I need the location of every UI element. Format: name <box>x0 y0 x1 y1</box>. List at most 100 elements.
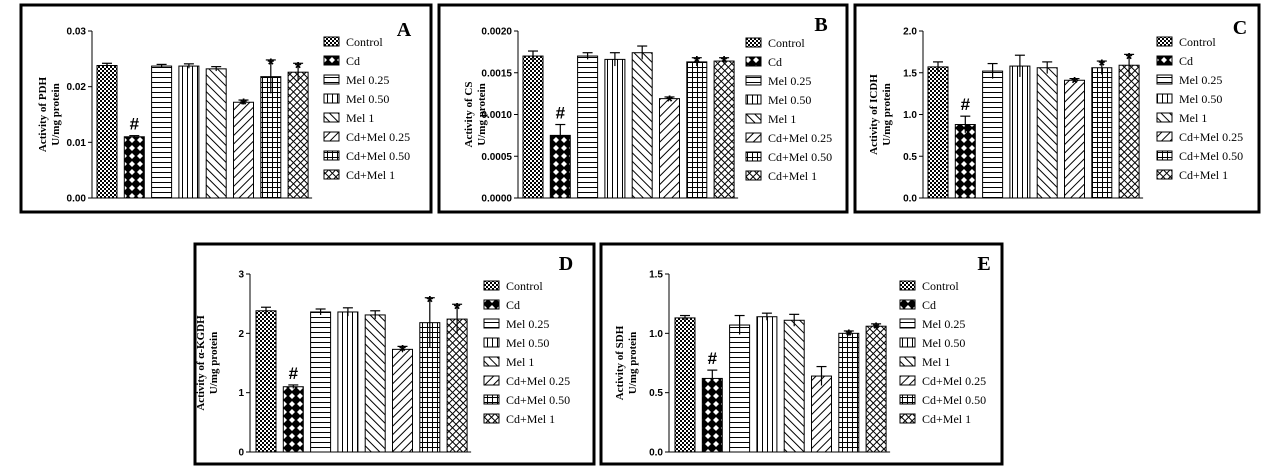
significance-asterisk: * <box>267 55 274 74</box>
bar-8 <box>865 325 887 453</box>
y-tick-label: 0.0010 <box>481 110 512 121</box>
vertical-lines-pattern-icon <box>483 337 500 348</box>
y-axis-label-line1: Activity of α-KGDH <box>195 315 207 411</box>
significance-hash: # <box>130 115 140 134</box>
legend-entry: Cd+Mel 0.25 <box>922 374 986 388</box>
diagonal-lines-pattern-icon <box>899 356 916 367</box>
crosshatch-pattern-icon <box>745 170 762 181</box>
legend-entry: Cd+Mel 1 <box>346 168 395 182</box>
legend-entry: Cd+Mel 0.50 <box>922 393 986 407</box>
y-axis-label-line2: U/mg protein <box>476 83 488 145</box>
bar-1 <box>255 310 277 453</box>
horizontal-lines-pattern-icon <box>745 75 762 86</box>
legend-entry: Cd+Mel 0.50 <box>346 149 410 163</box>
significance-asterisk: * <box>1126 49 1133 68</box>
bar-4 <box>1009 65 1031 199</box>
crosshatch-pattern-icon <box>899 413 916 424</box>
diamond-pattern-icon <box>1156 55 1173 66</box>
bar-8 <box>713 60 735 199</box>
legend-entry: Mel 0.50 <box>506 336 549 350</box>
y-tick-label: 0.0020 <box>481 27 512 38</box>
bar-2 <box>701 377 723 453</box>
significance-asterisk: * <box>1071 74 1078 93</box>
y-tick-label: 0.0015 <box>481 68 512 79</box>
diamond-pattern-icon <box>745 56 762 67</box>
legend-entry: Cd+Mel 1 <box>506 412 555 426</box>
bar-6 <box>1064 79 1085 199</box>
bar-5 <box>783 319 805 453</box>
panel-letter: D <box>559 253 573 275</box>
checker-pattern-icon <box>1156 36 1173 47</box>
legend-entry: Cd+Mel 0.50 <box>1179 149 1243 163</box>
significance-asterisk: * <box>399 341 406 360</box>
vertical-lines-pattern-icon <box>323 93 340 104</box>
y-tick-label: 0.5 <box>903 152 917 163</box>
y-tick-label: 0.0000 <box>481 194 512 205</box>
chart-panel-E: 0.0 0.5 1.0 1.5 Activity of SDH U/mg protein #… <box>599 242 1004 466</box>
panel-letter: B <box>814 14 827 36</box>
legend-entry: Cd+Mel 1 <box>922 412 971 426</box>
grid-pattern-icon <box>323 150 340 161</box>
y-axis-label-line1: Activity of CS <box>463 82 475 148</box>
significance-asterisk: * <box>693 53 700 72</box>
legend-entry: Cd+Mel 0.50 <box>768 150 832 164</box>
legend-entry: Cd+Mel 1 <box>768 169 817 183</box>
horizontal-lines-pattern-icon <box>1156 74 1173 85</box>
chart-panel-D: 0 1 2 3 Activity of α-KGDH U/mg protein # * * * Co… <box>193 242 596 466</box>
significance-asterisk: * <box>721 53 728 72</box>
bar-6 <box>233 101 254 199</box>
y-tick-label: 0.03 <box>67 27 87 38</box>
legend-entry: Mel 1 <box>1179 111 1207 125</box>
horizontal-lines-pattern-icon <box>483 318 500 329</box>
legend-entry: Mel 0.50 <box>1179 92 1222 106</box>
significance-asterisk: * <box>1098 56 1105 75</box>
legend-entry: Cd <box>922 298 936 312</box>
grid-pattern-icon <box>899 394 916 405</box>
significance-asterisk: * <box>873 319 880 338</box>
y-axis-label-line2: U/mg protein <box>627 332 639 394</box>
legend-entry: Mel 0.25 <box>768 74 811 88</box>
legend-entry: Mel 0.50 <box>768 93 811 107</box>
panel-letter: C <box>1233 17 1247 39</box>
bar-2 <box>123 136 145 199</box>
y-tick-label: 1 <box>238 388 244 399</box>
bar-3 <box>151 65 173 199</box>
bar-5 <box>364 314 386 453</box>
bar-5 <box>631 52 653 199</box>
bar-3 <box>982 70 1004 199</box>
legend-entry: Mel 0.25 <box>506 317 549 331</box>
grid-pattern-icon <box>745 151 762 162</box>
bar-1 <box>674 317 696 453</box>
bar-8 <box>446 318 468 453</box>
bar-4 <box>178 65 200 199</box>
vertical-lines-pattern-icon <box>1156 93 1173 104</box>
legend-entry: Cd+Mel 0.25 <box>768 131 832 145</box>
legend-entry: Cd+Mel 1 <box>1179 168 1228 182</box>
bar-2 <box>954 124 976 199</box>
checker-pattern-icon <box>323 36 340 47</box>
legend-entry: Mel 0.25 <box>922 317 965 331</box>
bar-3 <box>310 311 332 453</box>
significance-asterisk: * <box>845 326 852 345</box>
back-diagonal-lines-pattern-icon <box>745 132 762 143</box>
significance-hash: # <box>289 364 299 383</box>
checker-pattern-icon <box>899 280 916 291</box>
y-tick-label: 0.0 <box>649 448 663 459</box>
bar-5 <box>205 68 227 199</box>
y-axis-label-line2: U/mg protein <box>50 83 62 145</box>
diamond-pattern-icon <box>323 55 340 66</box>
legend-entry: Control <box>346 35 383 49</box>
diagonal-lines-pattern-icon <box>483 356 500 367</box>
bar-7 <box>686 61 708 199</box>
legend-entry: Mel 0.50 <box>922 336 965 350</box>
y-tick-label: 0.5 <box>649 388 663 399</box>
bar-8 <box>287 71 309 199</box>
legend-entry: Mel 0.25 <box>346 73 389 87</box>
legend-entry: Control <box>1179 35 1216 49</box>
bar-1 <box>96 65 118 199</box>
legend-entry: Cd <box>1179 54 1193 68</box>
bar-2 <box>282 386 304 453</box>
legend-entry: Mel 0.25 <box>1179 73 1222 87</box>
bar-3 <box>577 55 599 199</box>
y-axis-label-line1: Activity of PDH <box>37 76 49 152</box>
